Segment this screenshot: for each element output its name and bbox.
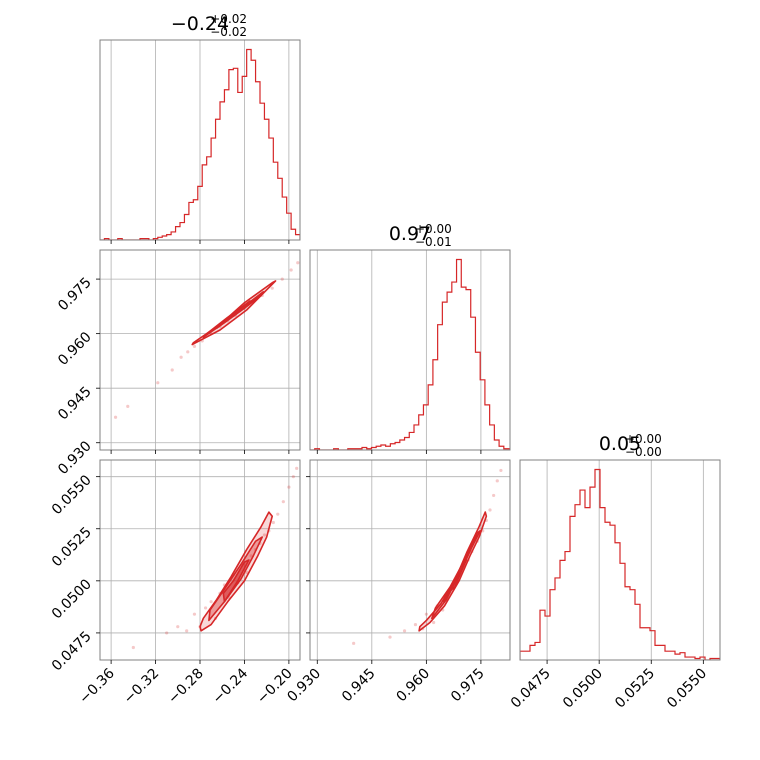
histogram-series (310, 258, 510, 450)
density-contour (215, 300, 251, 329)
panel-title: −0.24 (171, 13, 229, 35)
panel-title: 0.05 (599, 433, 641, 455)
x-tick-label: −0.36 (76, 665, 118, 707)
scatter-point (170, 368, 174, 372)
hist-panel-2: 0.97+0.00−0.01 (309, 222, 511, 451)
scatter-point (131, 645, 135, 650)
x-tick-label: 0.930 (284, 666, 324, 706)
scatter-point (280, 277, 284, 281)
y-tick-label: 0.0525 (49, 524, 95, 570)
y-tick-label: 0.0550 (49, 472, 95, 518)
panel-frame (309, 249, 511, 451)
y-tick-label: 0.960 (55, 329, 95, 369)
x-tick-label: 0.0525 (612, 666, 658, 712)
y-tick-label: 0.930 (55, 438, 95, 478)
scatter-point (289, 268, 293, 272)
scatter-point (203, 606, 208, 610)
scatter-point (499, 468, 503, 473)
scatter-point (287, 485, 291, 489)
scatter-point (209, 600, 213, 604)
y-tick-label: 0.945 (55, 384, 95, 424)
scatter-point (352, 641, 356, 645)
title-minus-error: −0.01 (415, 235, 452, 249)
scatter-point (126, 404, 130, 408)
title-value: 0.05 (599, 433, 641, 455)
title-plus-error: +0.00 (625, 432, 662, 446)
scatter-panel-3 (310, 460, 510, 660)
scatter-point (402, 629, 407, 633)
title-plus-error: +0.02 (210, 12, 247, 26)
scatter-point (245, 570, 249, 575)
scatter-point (413, 622, 418, 627)
scatter-point (281, 500, 285, 504)
scatter-point (179, 355, 183, 359)
density-contour (443, 559, 468, 603)
scatter-point (192, 344, 197, 348)
x-tick-label: 0.0500 (560, 666, 606, 712)
density-contour (431, 530, 481, 620)
title-value: −0.24 (171, 13, 229, 35)
scatter-point (192, 612, 197, 616)
title-minus-error: −0.00 (625, 445, 662, 459)
scatter-point (186, 350, 190, 354)
scatter-point (388, 635, 392, 639)
hist-panel-3: 0.05+0.00−0.00 (519, 432, 721, 661)
panel-frame (519, 459, 721, 661)
histogram-series (100, 48, 300, 240)
x-tick-label: −0.24 (210, 665, 252, 707)
scatter-point (156, 381, 160, 385)
scatter-panel-1 (100, 250, 300, 450)
x-tick-label: 0.945 (339, 666, 379, 706)
y-tick-label: 0.0500 (49, 576, 95, 622)
x-tick-label: −0.32 (121, 666, 163, 708)
x-tick-label: 0.975 (448, 666, 488, 706)
scatter-point (291, 475, 295, 479)
panel-title: 0.97 (389, 223, 431, 245)
scatter-point (270, 286, 274, 290)
title-plus-error: +0.00 (415, 222, 452, 236)
x-tick-label: 0.0550 (664, 666, 710, 712)
scatter-point (424, 612, 428, 616)
x-tick-label: −0.20 (254, 666, 296, 708)
x-tick-label: 0.0475 (508, 666, 554, 712)
scatter-point (185, 629, 189, 633)
scatter-point (432, 620, 436, 625)
scatter-point (262, 533, 267, 537)
x-tick-label: 0.960 (394, 666, 434, 706)
density-contour (418, 511, 488, 632)
y-tick-label: 0.0475 (49, 628, 95, 674)
x-tick-label: −0.28 (165, 666, 207, 708)
scatter-point (295, 466, 299, 470)
scatter-panel-2 (100, 460, 300, 660)
scatter-point (276, 512, 280, 516)
histogram-series (520, 468, 720, 660)
scatter-point (249, 554, 253, 558)
scatter-point (296, 261, 300, 265)
density-contour (222, 559, 250, 603)
title-minus-error: −0.02 (210, 25, 247, 39)
scatter-point (488, 508, 492, 512)
scatter-point (271, 520, 275, 525)
scatter-point (176, 625, 180, 629)
hist-panel-1: −0.24+0.02−0.02 (99, 12, 301, 241)
title-value: 0.97 (389, 223, 431, 245)
scatter-point (492, 493, 496, 498)
scatter-point (113, 415, 118, 419)
scatter-point (165, 631, 169, 635)
y-tick-label: 0.975 (55, 275, 95, 315)
panel-frame (309, 459, 511, 661)
scatter-point (495, 479, 499, 483)
